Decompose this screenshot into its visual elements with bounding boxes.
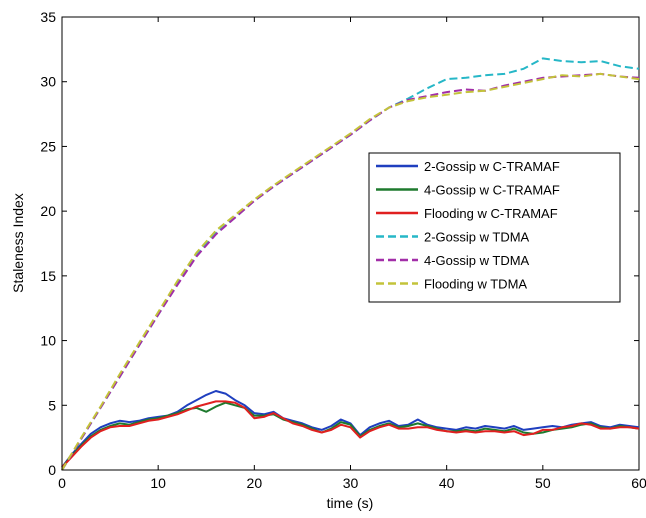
x-tick-label: 40 bbox=[439, 475, 455, 491]
series-line-3 bbox=[61, 400, 640, 469]
x-tick-label: 10 bbox=[150, 475, 166, 491]
legend-label-2: 4-Gossip w C-TRAMAF bbox=[424, 183, 560, 198]
y-tick-label: 25 bbox=[40, 138, 56, 154]
x-axis-title: time (s) bbox=[327, 495, 374, 511]
legend-label-3: Flooding w C-TRAMAF bbox=[424, 206, 558, 221]
series-line-5 bbox=[61, 72, 640, 471]
y-tick-label: 15 bbox=[40, 268, 56, 284]
legend-label-5: 4-Gossip w TDMA bbox=[424, 253, 530, 268]
y-tick-label: 0 bbox=[48, 462, 56, 478]
y-tick-label: 30 bbox=[40, 74, 56, 90]
x-tick-label: 50 bbox=[535, 475, 551, 491]
legend-box bbox=[368, 152, 621, 303]
y-tick-label: 5 bbox=[48, 397, 56, 413]
legend-label-1: 2-Gossip w C-TRAMAF bbox=[424, 159, 560, 174]
legend-label-4: 2-Gossip w TDMA bbox=[424, 230, 530, 245]
y-tick-label: 10 bbox=[40, 333, 56, 349]
y-axis-title: Staleness Index bbox=[10, 193, 26, 293]
y-tick-label: 35 bbox=[40, 9, 56, 25]
x-axis: 0 10 20 30 40 50 60 bbox=[58, 17, 646, 491]
series-line-6 bbox=[61, 72, 640, 471]
x-tick-label: 20 bbox=[247, 475, 263, 491]
x-tick-label: 60 bbox=[631, 475, 646, 491]
series-line-2 bbox=[61, 401, 640, 469]
legend-label-6: Flooding w TDMA bbox=[424, 277, 527, 292]
series-line-1 bbox=[61, 390, 640, 468]
x-tick-label: 0 bbox=[58, 475, 66, 491]
x-tick-label: 30 bbox=[343, 475, 359, 491]
y-axis: 0 5 10 15 20 25 30 35 bbox=[40, 9, 639, 478]
y-tick-label: 20 bbox=[40, 203, 56, 219]
legend: 2-Gossip w C-TRAMAF 4-Gossip w C-TRAMAF Fl… bbox=[368, 152, 621, 303]
series-layer bbox=[61, 57, 640, 471]
